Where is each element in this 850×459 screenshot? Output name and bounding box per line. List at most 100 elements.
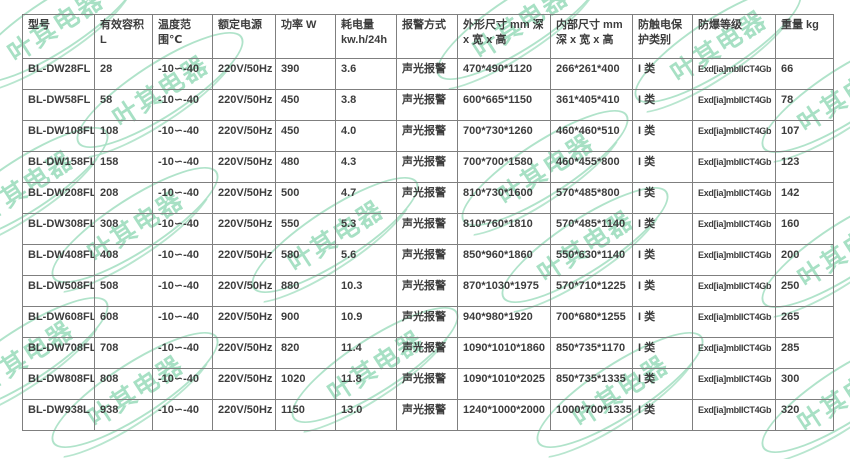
column-header: 防触电保 护类别 [632, 14, 693, 59]
table-cell: 600*665*1150 [457, 89, 551, 121]
table-cell: 3.6 [335, 58, 397, 90]
table-cell: BL-DW158FL [22, 151, 95, 183]
table-cell: 808 [94, 368, 153, 400]
table-cell: 声光报警 [396, 368, 458, 400]
table-cell: 声光报警 [396, 399, 458, 431]
table-cell: BL-DW708FL [22, 337, 95, 369]
table-row: BL-DW58FL 58 -10∽-40 220V/50Hz 450 3.8 声光报警 600… [22, 89, 834, 121]
table-cell: 声光报警 [396, 151, 458, 183]
table-cell: 220V/50Hz [212, 151, 276, 183]
table-cell: 声光报警 [396, 213, 458, 245]
table-cell: 570*485*1140 [550, 213, 633, 245]
table-cell: 10.3 [335, 275, 397, 307]
table-cell: -10∽-40 [152, 368, 213, 400]
table-cell: 28 [94, 58, 153, 90]
table-cell: 308 [94, 213, 153, 245]
table-cell: 265 [775, 306, 834, 338]
table-cell: BL-DW608FL [22, 306, 95, 338]
table-cell: -10∽-40 [152, 244, 213, 276]
table-cell: -10∽-40 [152, 182, 213, 214]
table-cell: 声光报警 [396, 306, 458, 338]
table-cell: -10∽-40 [152, 306, 213, 338]
table-cell: BL-DW28FL [22, 58, 95, 90]
table-cell: 4.3 [335, 151, 397, 183]
table-cell: 500 [275, 182, 336, 214]
table-cell: Exd[ia]mbIICT4Gb [692, 120, 776, 152]
table-cell: 450 [275, 89, 336, 121]
table-cell: 220V/50Hz [212, 368, 276, 400]
table-cell: 10.9 [335, 306, 397, 338]
table-cell: 107 [775, 120, 834, 152]
table-cell: I 类 [632, 120, 693, 152]
table-cell: Exd[ia]mbIICT4Gb [692, 306, 776, 338]
table-cell: 250 [775, 275, 834, 307]
table-cell: 声光报警 [396, 182, 458, 214]
table-cell: 570*710*1225 [550, 275, 633, 307]
table-row: BL-DW308FL 308 -10∽-40 220V/50Hz 550 5.3 声光报警 8… [22, 213, 834, 245]
table-cell: 900 [275, 306, 336, 338]
table-cell: I 类 [632, 182, 693, 214]
table-cell: Exd[ia]mbIICT4Gb [692, 89, 776, 121]
table-cell: 4.0 [335, 120, 397, 152]
table-row: BL-DW208FL 208 -10∽-40 220V/50Hz 500 4.7 声光报警 8… [22, 182, 834, 214]
table-cell: Exd[ia]mbIICT4Gb [692, 275, 776, 307]
table-cell: BL-DW58FL [22, 89, 95, 121]
column-header: 内部尺寸 mm 深 x 宽 x 高 [550, 14, 633, 59]
table-cell: 108 [94, 120, 153, 152]
table-cell: Exd[ia]mbIICT4Gb [692, 244, 776, 276]
table-cell: 850*735*1335 [550, 368, 633, 400]
table-cell: 220V/50Hz [212, 182, 276, 214]
table-cell: 123 [775, 151, 834, 183]
table-row: BL-DW708FL 708 -10∽-40 220V/50Hz 820 11.4 声光报警… [22, 337, 834, 369]
table-cell: 850*735*1170 [550, 337, 633, 369]
table-cell: BL-DW808FL [22, 368, 95, 400]
table-cell: 460*460*510 [550, 120, 633, 152]
table-cell: 200 [775, 244, 834, 276]
table-cell: 708 [94, 337, 153, 369]
table-cell: -10∽-40 [152, 58, 213, 90]
table-cell: -10∽-40 [152, 151, 213, 183]
table-row: BL-DW808FL 808 -10∽-40 220V/50Hz 1020 11.8 声光报… [22, 368, 834, 400]
table-cell: 声光报警 [396, 244, 458, 276]
table-cell: 3.8 [335, 89, 397, 121]
table-cell: 850*960*1860 [457, 244, 551, 276]
column-header: 报警方式 [396, 14, 458, 59]
table-cell: 58 [94, 89, 153, 121]
column-header: 功率 W [275, 14, 336, 59]
table-cell: BL-DW308FL [22, 213, 95, 245]
table-cell: 220V/50Hz [212, 120, 276, 152]
table-row: BL-DW508FL 508 -10∽-40 220V/50Hz 880 10.3 声光报警… [22, 275, 834, 307]
table-row: BL-DW158FL 158 -10∽-40 220V/50Hz 480 4.3 声光报警 7… [22, 151, 834, 183]
table-cell: -10∽-40 [152, 89, 213, 121]
table-cell: 580 [275, 244, 336, 276]
table-cell: Exd[ia]mbIICT4Gb [692, 182, 776, 214]
table-cell: Exd[ia]mbIICT4Gb [692, 58, 776, 90]
table-cell: 11.4 [335, 337, 397, 369]
column-header: 温度范 围℃ [152, 14, 213, 59]
table-cell: 66 [775, 58, 834, 90]
column-header: 外形尺寸 mm 深 x 宽 x 高 [457, 14, 551, 59]
table-cell: 11.8 [335, 368, 397, 400]
table-cell: 220V/50Hz [212, 89, 276, 121]
table-cell: BL-DW408FL [22, 244, 95, 276]
table-cell: -10∽-40 [152, 399, 213, 431]
column-header: 额定电源 [212, 14, 276, 59]
table-cell: 1150 [275, 399, 336, 431]
table-cell: 1090*1010*1860 [457, 337, 551, 369]
spec-table: 型号 有效容积 L 温度范 围℃ 额定电源 功率 W 耗电量 kw.h/24h 报警方式 外形… [22, 14, 834, 431]
table-cell: 220V/50Hz [212, 337, 276, 369]
table-cell: 550 [275, 213, 336, 245]
table-cell: I 类 [632, 399, 693, 431]
table-body: BL-DW28FL 28 -10∽-40 220V/50Hz 390 3.6 声光报警 470… [22, 58, 834, 431]
table-cell: I 类 [632, 58, 693, 90]
table-cell: BL-DW108FL [22, 120, 95, 152]
table-cell: 220V/50Hz [212, 399, 276, 431]
table-cell: -10∽-40 [152, 337, 213, 369]
table-cell: 938 [94, 399, 153, 431]
table-cell: I 类 [632, 306, 693, 338]
table-cell: 940*980*1920 [457, 306, 551, 338]
table-cell: 160 [775, 213, 834, 245]
table-cell: 220V/50Hz [212, 58, 276, 90]
table-cell: 5.6 [335, 244, 397, 276]
table-cell: 142 [775, 182, 834, 214]
